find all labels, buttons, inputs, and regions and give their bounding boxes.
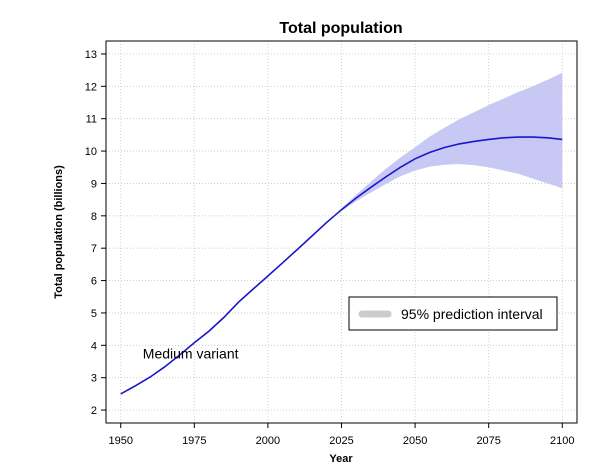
x-tick-label: 1975: [182, 435, 206, 447]
x-tick-label: 2100: [550, 435, 574, 447]
x-tick-label: 2050: [403, 435, 427, 447]
legend: 95% prediction interval: [348, 296, 558, 331]
grid-lines: [106, 41, 577, 423]
y-tick-label: 2: [91, 405, 97, 417]
y-tick-label: 4: [91, 340, 97, 352]
x-tick-label: 2025: [329, 435, 353, 447]
y-axis-label: Total population (billions): [53, 165, 65, 299]
y-tick-label: 3: [91, 373, 97, 385]
legend-label: 95% prediction interval: [401, 306, 543, 322]
y-tick-label: 8: [91, 211, 97, 223]
x-tick-label: 2075: [476, 435, 500, 447]
x-axis-label: Year: [329, 453, 353, 464]
y-tick-label: 10: [85, 146, 97, 158]
x-tick-label: 2000: [256, 435, 280, 447]
y-tick-label: 6: [91, 276, 97, 288]
medium-variant-line: [120, 136, 563, 395]
y-tick-label: 5: [91, 308, 97, 320]
medium-variant-annotation: Medium variant: [143, 345, 239, 361]
y-axis-ticks: 2 3 4 5 6 7 8 9 10 11 12 13: [85, 49, 106, 417]
y-tick-label: 7: [91, 243, 97, 255]
x-axis-ticks: 1950 1975 2000 2025 2050 2075 2100: [108, 423, 575, 447]
y-tick-label: 13: [85, 49, 97, 61]
y-tick-label: 12: [85, 81, 97, 93]
chart-title: Total population: [279, 20, 402, 37]
y-tick-label: 11: [86, 114, 97, 126]
x-tick-label: 1950: [108, 435, 132, 447]
y-tick-label: 9: [91, 178, 97, 190]
